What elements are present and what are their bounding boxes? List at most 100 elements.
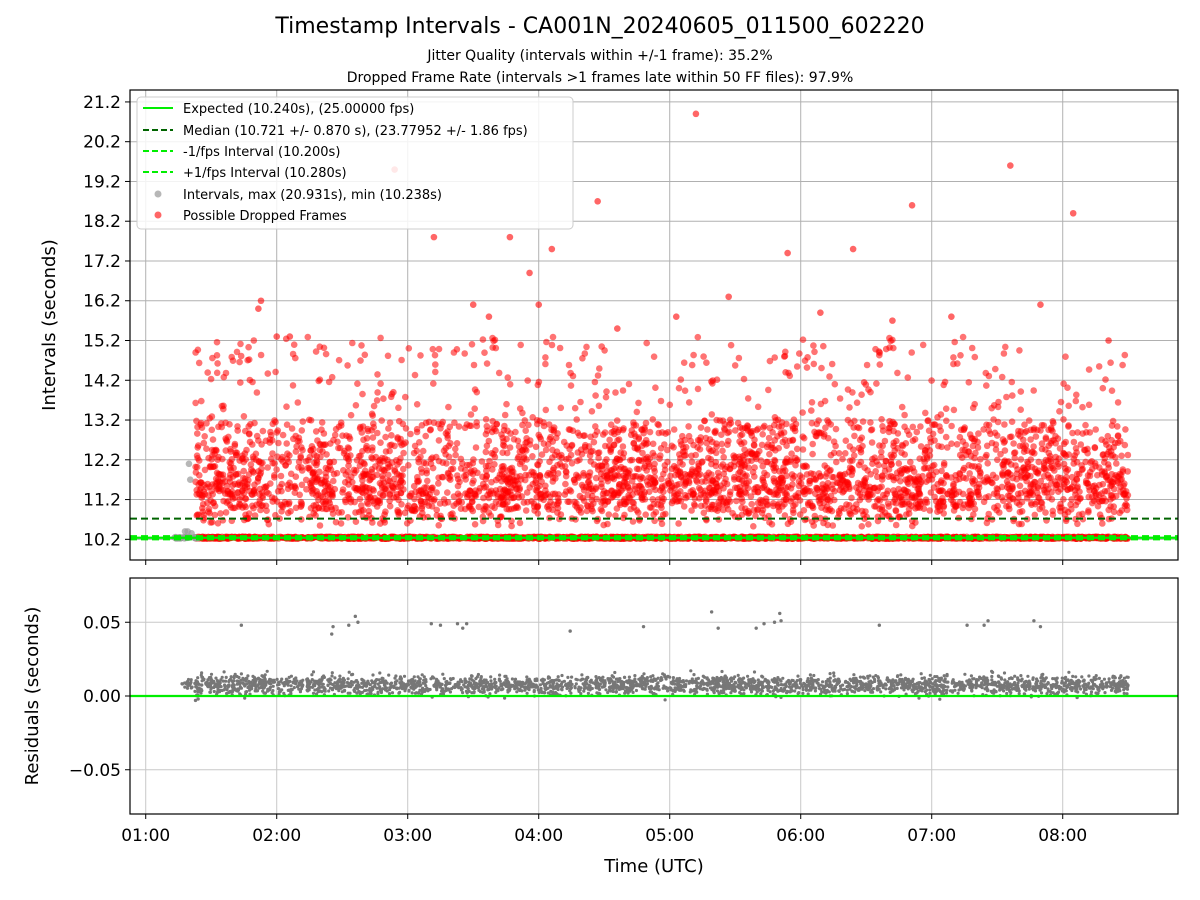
dropped-frame-point bbox=[253, 432, 261, 440]
dropped-frame-point bbox=[988, 404, 995, 412]
dropped-frame-point bbox=[237, 352, 245, 360]
dropped-frame-point bbox=[626, 487, 633, 494]
dropped-frame-point bbox=[492, 447, 499, 454]
dropped-frame-point bbox=[478, 458, 486, 465]
dropped-frame-point bbox=[267, 480, 274, 487]
dropped-frame-point bbox=[550, 501, 557, 509]
dropped-frame-point bbox=[791, 472, 798, 480]
dropped-frame-point bbox=[841, 470, 849, 478]
dropped-frame-point bbox=[388, 390, 396, 398]
dropped-frame-point bbox=[195, 359, 203, 367]
dropped-frame-point bbox=[386, 491, 393, 499]
dropped-frame-point bbox=[969, 404, 977, 412]
dropped-frame-point bbox=[959, 466, 967, 474]
dropped-frame-point bbox=[968, 478, 976, 485]
dropped-frame-point bbox=[348, 473, 355, 481]
dropped-frame-point bbox=[335, 444, 342, 452]
dropped-frame-point bbox=[445, 442, 453, 450]
dropped-frame-point bbox=[627, 457, 634, 464]
dropped-frame-point bbox=[207, 375, 215, 383]
dropped-frame-point bbox=[398, 501, 405, 508]
dropped-frame-point bbox=[733, 484, 741, 492]
dropped-frame-point bbox=[198, 479, 205, 487]
dropped-frame-point bbox=[928, 377, 935, 384]
dropped-frame-point bbox=[421, 484, 428, 491]
dropped-frame-point bbox=[242, 495, 249, 502]
dropped-frame-point bbox=[475, 503, 483, 511]
dropped-frame-point bbox=[250, 337, 258, 344]
dropped-frame-point bbox=[608, 487, 615, 495]
dropped-frame-point bbox=[335, 356, 343, 364]
dropped-frame-point bbox=[385, 471, 392, 479]
dropped-frame-point bbox=[230, 504, 237, 512]
dropped-frame-point bbox=[677, 376, 685, 383]
dropped-frame-point bbox=[702, 478, 709, 485]
dropped-frame-point bbox=[204, 369, 211, 376]
dropped-frame-point bbox=[721, 426, 729, 434]
dropped-frame-point bbox=[602, 393, 610, 401]
dropped-frame-point bbox=[823, 484, 831, 492]
dropped-frame-point bbox=[219, 455, 226, 463]
dropped-frame-point bbox=[581, 350, 589, 357]
dropped-frame-point bbox=[943, 473, 950, 481]
dropped-frame-point bbox=[425, 418, 433, 426]
dropped-frame-point bbox=[959, 446, 966, 454]
dropped-frame-point bbox=[213, 369, 221, 377]
dropped-frame-point bbox=[595, 454, 602, 462]
dropped-frame-point bbox=[435, 522, 443, 529]
dropped-frame-point bbox=[516, 519, 524, 527]
dropped-frame-point bbox=[648, 504, 655, 511]
dropped-frame-point bbox=[320, 344, 328, 352]
dropped-frame-point bbox=[236, 481, 244, 489]
dropped-frame-point bbox=[374, 429, 381, 437]
dropped-frame-point bbox=[838, 483, 845, 491]
dropped-frame-point bbox=[402, 425, 410, 432]
dropped-frame-point bbox=[675, 384, 683, 392]
dropped-frame-point bbox=[344, 362, 351, 369]
dropped-frame-point bbox=[291, 482, 299, 490]
dropped-frame-point bbox=[799, 409, 806, 416]
dropped-frame-point bbox=[482, 416, 490, 423]
dropped-frame-point bbox=[263, 507, 270, 514]
dropped-frame-point bbox=[650, 353, 658, 361]
dropped-frame-point bbox=[775, 476, 783, 483]
dropped-frame-point bbox=[256, 485, 264, 493]
dropped-frame-point bbox=[582, 483, 590, 491]
dropped-frame-point bbox=[575, 474, 582, 482]
dropped-frame-point bbox=[506, 488, 514, 495]
dropped-frame-point bbox=[690, 351, 697, 359]
dropped-frame-point bbox=[727, 341, 735, 349]
dropped-frame-point bbox=[646, 488, 653, 496]
dropped-frame-point bbox=[415, 487, 423, 495]
dropped-frame-point bbox=[772, 464, 780, 471]
dropped-frame-point bbox=[709, 447, 716, 454]
dropped-frame-point bbox=[504, 374, 512, 381]
dropped-frame-point bbox=[213, 352, 221, 359]
dropped-frame-point bbox=[231, 442, 239, 450]
dropped-frame-point bbox=[273, 466, 280, 473]
dropped-frame-point bbox=[427, 460, 435, 468]
dropped-frame-point bbox=[247, 461, 255, 468]
dropped-frame-point bbox=[574, 449, 582, 456]
dropped-frame-point bbox=[322, 469, 330, 477]
dropped-frame-point bbox=[612, 458, 620, 465]
dropped-frame-point bbox=[646, 463, 653, 470]
dropped-frame-point bbox=[809, 450, 816, 458]
dropped-frame-point bbox=[848, 494, 855, 502]
dropped-frame-point bbox=[369, 434, 377, 441]
dropped-frame-point bbox=[635, 457, 643, 464]
dropped-frame-point bbox=[599, 497, 607, 505]
dropped-frame-point bbox=[951, 338, 958, 346]
dropped-frame-point bbox=[867, 426, 875, 434]
dropped-frame-point bbox=[781, 436, 789, 444]
dropped-frame-point bbox=[545, 469, 552, 477]
dropped-frame-point bbox=[318, 505, 326, 512]
dropped-frame-point bbox=[758, 441, 766, 449]
dropped-frame-point bbox=[919, 341, 927, 349]
dropped-frame-point bbox=[227, 448, 235, 455]
dropped-frame-point bbox=[405, 345, 413, 352]
dropped-frame-point bbox=[605, 511, 613, 518]
dropped-frame-point bbox=[778, 419, 786, 426]
dropped-frame-point bbox=[365, 484, 373, 492]
dropped-frame-point bbox=[629, 518, 637, 525]
